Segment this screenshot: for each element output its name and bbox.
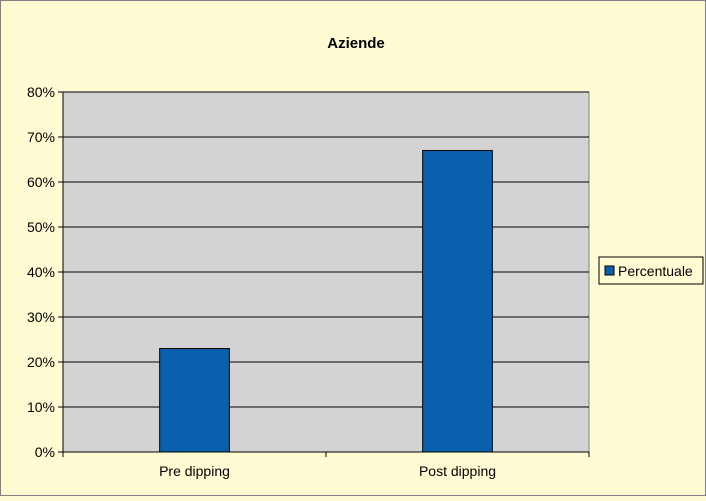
- y-tick-label: 20%: [27, 354, 55, 370]
- legend-label: Percentuale: [618, 263, 693, 279]
- y-tick-label: 60%: [27, 174, 55, 190]
- y-tick-label: 70%: [27, 129, 55, 145]
- x-tick-label: Post dipping: [419, 463, 496, 479]
- bar: [422, 150, 493, 453]
- legend: Percentuale: [598, 256, 704, 285]
- chart-title: Aziende: [327, 35, 385, 52]
- y-tick-label: 10%: [27, 399, 55, 415]
- y-tick-label: 80%: [27, 84, 55, 100]
- y-tick-label: 50%: [27, 219, 55, 235]
- y-tick-label: 30%: [27, 309, 55, 325]
- y-tick-label: 40%: [27, 264, 55, 280]
- legend-swatch: [604, 265, 615, 276]
- x-tick-label: Pre dipping: [159, 463, 230, 479]
- legend-box: [598, 256, 704, 285]
- bar: [159, 348, 230, 453]
- y-tick-label: 0%: [35, 444, 55, 460]
- plot-area: 0% 10% 20% 30% 40% 50% 60% 70% 80% Pre dipping Pos…: [27, 84, 590, 479]
